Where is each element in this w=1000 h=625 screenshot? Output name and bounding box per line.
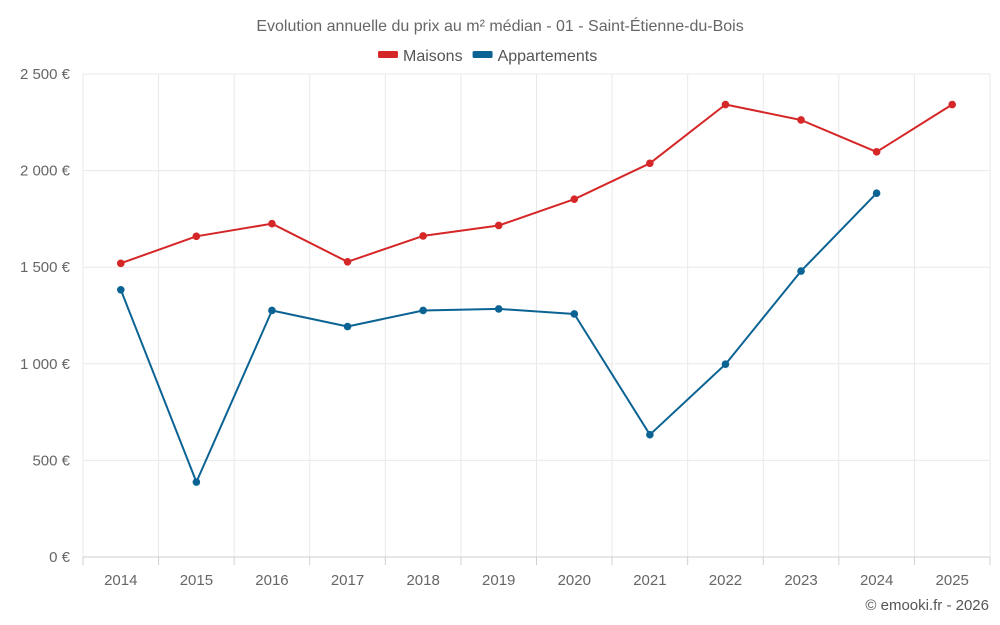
x-tick-label: 2018 xyxy=(406,572,439,589)
x-tick-label: 2020 xyxy=(558,572,591,589)
data-point-maisons[interactable] xyxy=(872,148,881,156)
data-point-maisons[interactable] xyxy=(192,232,201,241)
x-tick-label: 2019 xyxy=(482,572,515,589)
legend-item-appartements[interactable]: Appartements xyxy=(472,48,598,65)
data-point-maisons[interactable] xyxy=(116,259,125,268)
data-point-maisons[interactable] xyxy=(343,257,352,266)
series-maisons xyxy=(116,100,957,268)
data-point-maisons[interactable] xyxy=(646,159,654,168)
legend-label: Maisons xyxy=(403,48,463,65)
x-tick-label: 2015 xyxy=(180,572,213,589)
data-point-appartements[interactable] xyxy=(721,360,730,368)
data-point-appartements[interactable] xyxy=(872,189,881,198)
x-axis: 2014 2015 2016 2017 2018 2019 2020 2021 2022 2023… xyxy=(82,556,991,589)
data-point-appartements[interactable] xyxy=(116,286,125,294)
chart-title: Evolution annuelle du prix au m² médian … xyxy=(256,16,743,35)
grid xyxy=(82,73,991,557)
credit-text: © emooki.fr - 2026 xyxy=(865,597,989,614)
data-point-appartements[interactable] xyxy=(343,322,352,331)
legend-label: Appartements xyxy=(498,48,598,65)
y-tick-label: 2 500 € xyxy=(20,66,71,83)
data-point-appartements[interactable] xyxy=(419,306,427,315)
y-tick-label: 1 500 € xyxy=(20,259,71,276)
x-tick-label: 2014 xyxy=(104,572,137,589)
series-group xyxy=(116,100,957,486)
data-point-maisons[interactable] xyxy=(797,116,805,124)
data-point-maisons[interactable] xyxy=(268,219,276,228)
data-point-maisons[interactable] xyxy=(419,232,427,240)
y-tick-label: 0 € xyxy=(49,549,71,566)
x-tick-label: 2021 xyxy=(633,572,666,589)
x-tick-label: 2016 xyxy=(255,572,288,589)
series-line-maisons xyxy=(120,103,953,265)
x-tick-label: 2025 xyxy=(936,572,969,589)
legend-swatch xyxy=(472,51,493,58)
legend-item-maisons[interactable]: Maisons xyxy=(378,48,463,65)
y-tick-label: 1 000 € xyxy=(20,356,71,373)
legend[interactable]: Maisons Appartements xyxy=(378,48,597,65)
data-point-maisons[interactable] xyxy=(570,195,579,203)
data-point-maisons[interactable] xyxy=(494,221,503,230)
y-tick-label: 2 000 € xyxy=(20,163,71,180)
data-point-appartements[interactable] xyxy=(570,310,579,318)
x-tick-label: 2023 xyxy=(784,572,817,589)
x-tick-label: 2024 xyxy=(860,572,893,589)
data-point-appartements[interactable] xyxy=(268,306,276,315)
legend-swatch xyxy=(378,51,398,58)
data-point-appartements[interactable] xyxy=(646,430,654,439)
x-tick-label: 2022 xyxy=(709,572,742,589)
y-tick-label: 500 € xyxy=(32,452,70,469)
data-point-maisons[interactable] xyxy=(948,100,957,109)
data-point-appartements[interactable] xyxy=(494,305,503,313)
data-point-maisons[interactable] xyxy=(721,100,730,109)
data-point-appartements[interactable] xyxy=(192,478,201,486)
x-tick-label: 2017 xyxy=(331,572,364,589)
data-point-appartements[interactable] xyxy=(797,267,805,275)
series-appartements xyxy=(116,189,881,486)
y-axis: 0 € 500 € 1 000 € 1 500 € 2 000 € 2 500 € xyxy=(20,66,71,566)
